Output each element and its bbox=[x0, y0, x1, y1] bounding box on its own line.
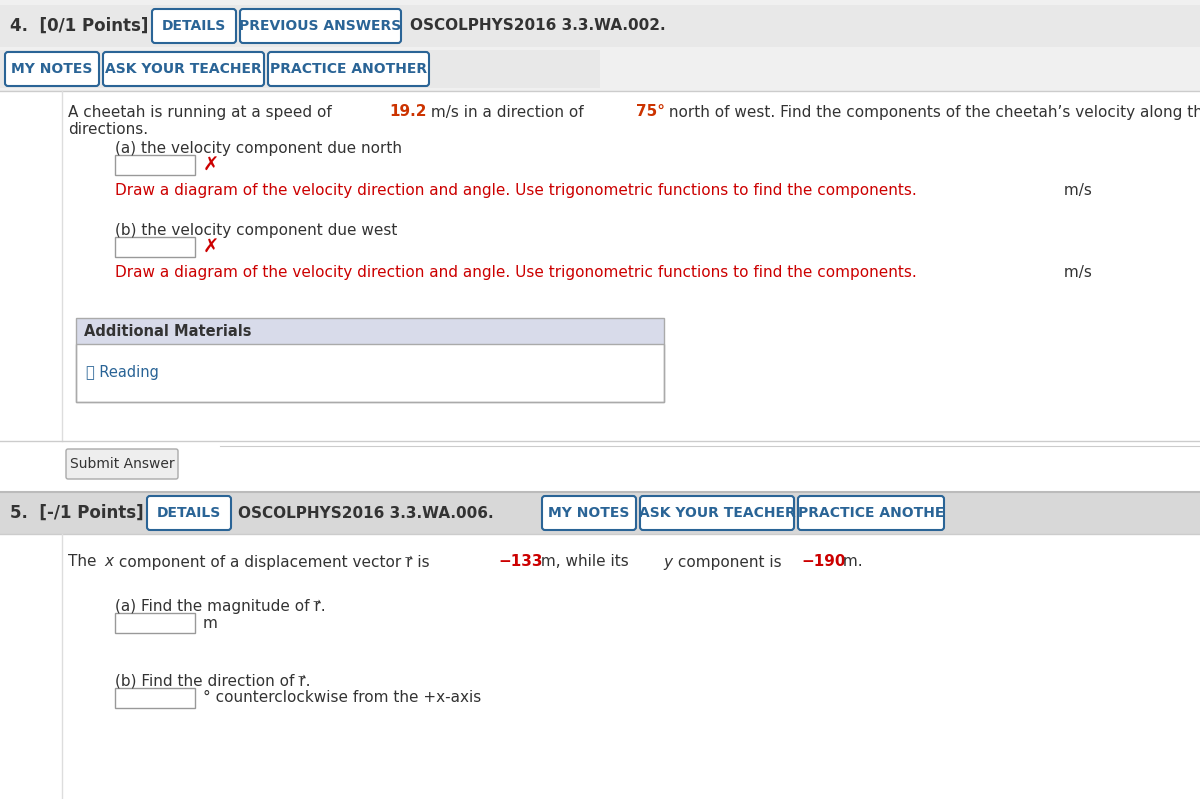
Text: 5.  [-/1 Points]: 5. [-/1 Points] bbox=[10, 504, 144, 522]
Bar bbox=[0, 5, 1200, 47]
Text: PRACTICE ANOTHER: PRACTICE ANOTHER bbox=[270, 62, 427, 76]
Text: Draw a diagram of the velocity direction and angle. Use trigonometric functions : Draw a diagram of the velocity direction… bbox=[115, 184, 917, 198]
FancyBboxPatch shape bbox=[798, 496, 944, 530]
Text: −133: −133 bbox=[499, 555, 544, 570]
Text: PREVIOUS ANSWERS: PREVIOUS ANSWERS bbox=[239, 19, 402, 33]
Text: DETAILS: DETAILS bbox=[157, 506, 221, 520]
Text: (b) the velocity component due west: (b) the velocity component due west bbox=[115, 222, 397, 237]
Bar bbox=[0, 534, 1200, 799]
FancyBboxPatch shape bbox=[542, 496, 636, 530]
Text: m/s: m/s bbox=[1060, 265, 1092, 280]
Text: ✗: ✗ bbox=[203, 237, 220, 256]
Text: A cheetah is running at a speed of: A cheetah is running at a speed of bbox=[68, 105, 337, 120]
Text: OSCOLPHYS2016 3.3.WA.006.: OSCOLPHYS2016 3.3.WA.006. bbox=[238, 506, 493, 520]
Text: MY NOTES: MY NOTES bbox=[11, 62, 92, 76]
Bar bbox=[115, 155, 194, 175]
Text: Additional Materials: Additional Materials bbox=[84, 324, 252, 339]
Text: PRACTICE ANOTHE: PRACTICE ANOTHE bbox=[798, 506, 944, 520]
Text: ASK YOUR TEACHER: ASK YOUR TEACHER bbox=[106, 62, 262, 76]
Bar bbox=[220, 446, 1200, 486]
Text: m.: m. bbox=[838, 555, 863, 570]
Text: ASK YOUR TEACHER: ASK YOUR TEACHER bbox=[638, 506, 796, 520]
Text: (a) Find the magnitude of r⃗.: (a) Find the magnitude of r⃗. bbox=[115, 598, 325, 614]
Bar bbox=[76, 318, 664, 402]
Text: (b) Find the direction of r⃗.: (b) Find the direction of r⃗. bbox=[115, 674, 311, 689]
Text: MY NOTES: MY NOTES bbox=[548, 506, 630, 520]
Text: 75°: 75° bbox=[636, 105, 665, 120]
Text: y: y bbox=[664, 555, 673, 570]
FancyBboxPatch shape bbox=[66, 449, 178, 479]
Text: m: m bbox=[203, 615, 218, 630]
Text: north of west. Find the components of the cheetah’s velocity along the following: north of west. Find the components of th… bbox=[664, 105, 1200, 120]
Text: ° counterclockwise from the +x-axis: ° counterclockwise from the +x-axis bbox=[203, 690, 481, 706]
Bar bbox=[76, 344, 664, 402]
Text: 4.  [0/1 Points]: 4. [0/1 Points] bbox=[10, 17, 149, 35]
Bar bbox=[0, 91, 1200, 441]
FancyBboxPatch shape bbox=[152, 9, 236, 43]
FancyBboxPatch shape bbox=[240, 9, 401, 43]
Bar bbox=[76, 318, 664, 344]
Bar bbox=[115, 613, 194, 633]
Text: The: The bbox=[68, 555, 101, 570]
Text: x: x bbox=[104, 555, 114, 570]
Text: component of a displacement vector r⃗ is: component of a displacement vector r⃗ is bbox=[114, 555, 434, 570]
Text: OSCOLPHYS2016 3.3.WA.002.: OSCOLPHYS2016 3.3.WA.002. bbox=[410, 18, 666, 34]
FancyBboxPatch shape bbox=[640, 496, 794, 530]
Text: −190: −190 bbox=[802, 555, 846, 570]
Text: Submit Answer: Submit Answer bbox=[70, 457, 174, 471]
Bar bbox=[0, 50, 600, 88]
FancyBboxPatch shape bbox=[268, 52, 430, 86]
Text: 19.2: 19.2 bbox=[389, 105, 426, 120]
FancyBboxPatch shape bbox=[148, 496, 230, 530]
Text: component is: component is bbox=[673, 555, 786, 570]
Text: directions.: directions. bbox=[68, 122, 148, 137]
Text: Draw a diagram of the velocity direction and angle. Use trigonometric functions : Draw a diagram of the velocity direction… bbox=[115, 265, 917, 280]
Text: m/s in a direction of: m/s in a direction of bbox=[426, 105, 588, 120]
Text: ✗: ✗ bbox=[203, 156, 220, 174]
Bar bbox=[0, 492, 1200, 534]
Bar bbox=[115, 237, 194, 257]
Bar bbox=[115, 688, 194, 708]
Text: (a) the velocity component due north: (a) the velocity component due north bbox=[115, 141, 402, 156]
Text: m, while its: m, while its bbox=[535, 555, 634, 570]
FancyBboxPatch shape bbox=[5, 52, 98, 86]
Text: m/s: m/s bbox=[1060, 184, 1092, 198]
Text: 📖 Reading: 📖 Reading bbox=[86, 365, 158, 380]
FancyBboxPatch shape bbox=[103, 52, 264, 86]
Text: DETAILS: DETAILS bbox=[162, 19, 226, 33]
Bar bbox=[0, 441, 1200, 491]
